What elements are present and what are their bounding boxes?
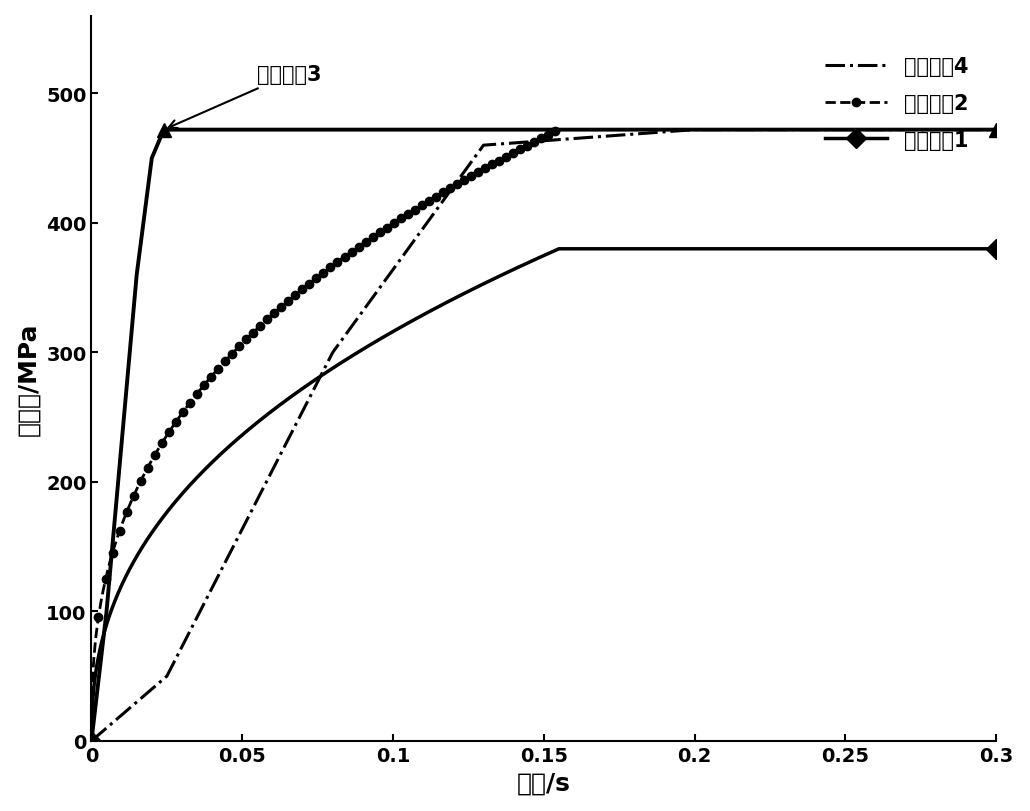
加载曲线2	[384, 221, 397, 231]
Line: 加载曲线2: 加载曲线2	[88, 127, 1000, 745]
加载曲线4	[327, 348, 339, 358]
加载曲线1	[320, 367, 333, 377]
加载曲线3	[100, 607, 112, 616]
加载曲线3	[990, 126, 1002, 135]
X-axis label: 时间/s: 时间/s	[517, 770, 571, 794]
加载曲线2	[85, 736, 98, 746]
加载曲线1	[384, 329, 397, 339]
Line: 加载曲线1: 加载曲线1	[84, 242, 1003, 748]
加载曲线1	[254, 416, 267, 426]
加载曲线3	[115, 439, 128, 448]
加载曲线1	[342, 354, 354, 364]
加载曲线1	[428, 304, 441, 314]
加载曲线3	[89, 710, 101, 720]
加载曲线2	[254, 322, 267, 332]
Y-axis label: 膨胀力/MPa: 膨胀力/MPa	[16, 322, 40, 436]
加载曲线4	[688, 126, 700, 135]
Text: 加载曲线3: 加载曲线3	[169, 66, 321, 129]
加载曲线1	[990, 245, 1002, 255]
加载曲线3	[158, 126, 170, 135]
加载曲线4	[477, 141, 489, 151]
Line: 加载曲线4: 加载曲线4	[92, 131, 996, 741]
加载曲线2	[553, 126, 565, 135]
Line: 加载曲线3: 加载曲线3	[84, 123, 1003, 748]
加载曲线2	[428, 193, 441, 203]
加载曲线3	[85, 736, 98, 746]
加载曲线2	[320, 266, 333, 276]
加载曲线4	[990, 126, 1002, 135]
加载曲线3	[131, 271, 143, 281]
加载曲线1	[146, 527, 159, 537]
加载曲线4	[85, 736, 98, 746]
加载曲线2	[990, 126, 1002, 135]
加载曲线2	[146, 455, 159, 465]
Legend: 加载曲线4, 加载曲线2, 加载曲线1: 加载曲线4, 加载曲线2, 加载曲线1	[817, 49, 976, 159]
加载曲线1	[553, 245, 565, 255]
加载曲线2	[342, 250, 354, 260]
加载曲线1	[85, 736, 98, 746]
加载曲线4	[161, 672, 173, 681]
加载曲线3	[145, 154, 158, 164]
加载曲线4	[839, 126, 852, 135]
